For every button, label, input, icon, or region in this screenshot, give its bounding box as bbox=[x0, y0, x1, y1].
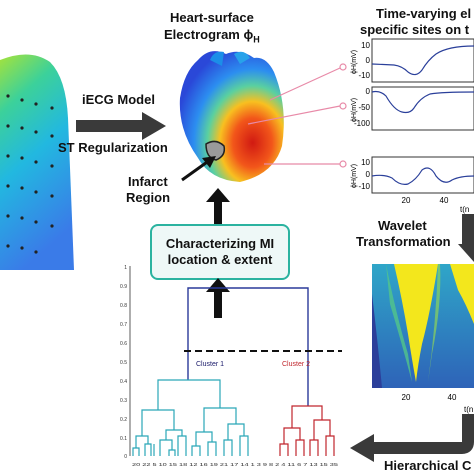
plot2-trace bbox=[371, 90, 474, 114]
st-regularization-label: ST Regularization bbox=[58, 140, 168, 155]
electrogram-plot-3: 10 0 -10 ϕH(mV) 20 40 t(n bbox=[351, 156, 474, 214]
arrow-torso-to-heart bbox=[76, 112, 166, 140]
wavelet-label-line1: Wavelet bbox=[378, 218, 427, 233]
dendro-ytick-1: 1 bbox=[124, 265, 127, 271]
plot3-xlabel: t(n bbox=[460, 205, 469, 214]
scalogram-yellow-region-1 bbox=[394, 264, 438, 382]
heart-title-line1: Heart-surface bbox=[170, 10, 254, 25]
plot1-ytick-mid: 0 bbox=[366, 56, 371, 65]
iecg-model-label: iECG Model bbox=[82, 92, 155, 107]
dendro-ytick-0.3: 0.3 bbox=[120, 398, 127, 404]
wavelet-xtick-40: 40 bbox=[448, 393, 457, 402]
plot3-trace bbox=[371, 167, 474, 185]
wavelet-scalogram: 20 40 t(n bbox=[372, 264, 474, 414]
plot1-ytick-bot: -10 bbox=[358, 71, 370, 80]
infarct-arrow bbox=[181, 156, 216, 182]
mi-box-line1: Characterizing MI bbox=[165, 236, 275, 251]
electrogram-plot-1: 10 0 -10 ϕH(mV) bbox=[351, 38, 474, 83]
scalogram-green-band-2 bbox=[428, 264, 441, 382]
plot1-ylabel: ϕH(mV) bbox=[351, 50, 358, 74]
arrow-to-wavelet bbox=[458, 214, 474, 262]
dendro-ytick-0.8: 0.8 bbox=[120, 303, 127, 309]
infarct-label-line1: Infarct bbox=[128, 174, 168, 189]
heart-surface-map bbox=[179, 51, 284, 182]
plot3-ylabel: ϕH(mV) bbox=[351, 164, 358, 188]
plot3-xtick-20: 20 bbox=[402, 196, 411, 205]
infarct-region bbox=[205, 140, 226, 161]
wavelet-xlabel: t(n bbox=[464, 405, 473, 414]
heart-vessel-2 bbox=[234, 51, 250, 64]
hierarchical-label: Hierarchical C bbox=[384, 458, 472, 473]
dendro-ytick-0.5: 0.5 bbox=[120, 360, 127, 366]
heart-title-subscript: H bbox=[253, 34, 260, 45]
dendro-ytick-0.6: 0.6 bbox=[120, 341, 127, 347]
dendro-cluster1-links bbox=[132, 379, 249, 456]
dendro-cluster2-links bbox=[279, 405, 335, 456]
plot3-xtick-40: 40 bbox=[440, 196, 449, 205]
torso-electrode-map bbox=[0, 54, 74, 270]
plot3-ytick-mid: 0 bbox=[366, 170, 371, 179]
timevarying-title-line2: specific sites on t bbox=[360, 22, 470, 37]
cluster2-label: Cluster 2 bbox=[282, 361, 310, 368]
heart-title-line2: Electrogram ϕH bbox=[164, 27, 260, 45]
plot2-ytick-mid: -50 bbox=[358, 103, 370, 112]
plot1-trace bbox=[371, 45, 474, 76]
timevarying-title-line1: Time-varying el bbox=[376, 6, 472, 21]
heart-title-text: Electrogram ϕ bbox=[164, 27, 254, 42]
dendro-ytick-0: 0 bbox=[124, 454, 127, 460]
dendrogram: 1 0.9 0.8 0.7 0.6 0.5 0.4 0.3 0.2 0.1 0 … bbox=[120, 265, 342, 467]
dendro-root-links bbox=[187, 287, 309, 406]
mi-box-line2: location & extent bbox=[167, 252, 273, 267]
mi-characterizing-box: Characterizing MI location & extent bbox=[150, 224, 290, 280]
dendro-leaf-labels: 20 22 5 10 15 18 12 16 19 21 17 14 1 3 9… bbox=[132, 462, 339, 467]
wavelet-xtick-20: 20 bbox=[402, 393, 411, 402]
infarct-label-line2: Region bbox=[126, 190, 171, 205]
dendro-ytick-0.1: 0.1 bbox=[120, 436, 127, 442]
dendro-ytick-0.2: 0.2 bbox=[120, 417, 127, 423]
scalogram-dark-band bbox=[372, 294, 382, 388]
heart-vessel bbox=[210, 51, 224, 66]
plot2-ytick-bot: -100 bbox=[354, 119, 371, 128]
electrode-dots bbox=[6, 94, 54, 254]
plot2-ytick-top: 0 bbox=[366, 87, 371, 96]
cluster1-label: Cluster 1 bbox=[196, 361, 224, 368]
electrogram-plot-2: 0 -50 -100 ϕH(mV) bbox=[351, 86, 474, 131]
scalogram-yellow-region-2 bbox=[450, 264, 474, 324]
wavelet-label-line2: Transformation bbox=[356, 234, 451, 249]
plot3-ytick-top: 10 bbox=[361, 158, 370, 167]
dendro-ytick-0.4: 0.4 bbox=[120, 379, 127, 385]
plot2-ylabel: ϕH(mV) bbox=[351, 98, 358, 122]
dendro-ytick-0.7: 0.7 bbox=[120, 322, 127, 328]
arrow-to-hierarchical bbox=[350, 414, 474, 462]
scalogram-green-band bbox=[386, 264, 412, 382]
plot3-ytick-bot: -10 bbox=[358, 182, 370, 191]
dendro-ytick-0.9: 0.9 bbox=[120, 284, 127, 290]
plot1-ytick-top: 10 bbox=[361, 41, 370, 50]
arrow-box-to-infarct bbox=[206, 188, 230, 224]
